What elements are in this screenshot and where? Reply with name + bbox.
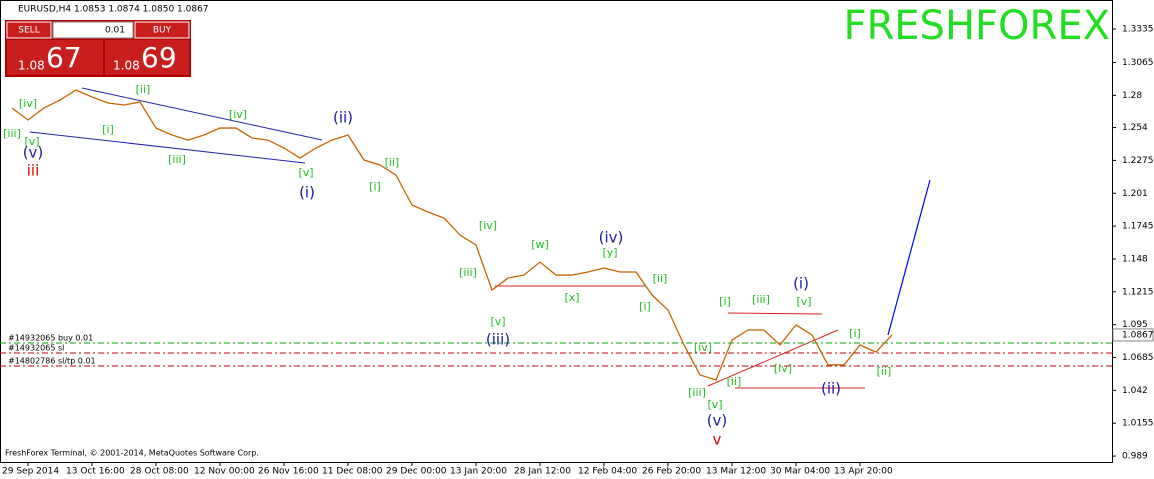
y-tick-label: 1.28 — [1122, 91, 1142, 101]
current-price-label: 1.0867 — [1122, 330, 1154, 340]
sell-button[interactable] — [6, 21, 52, 39]
x-tick-label: 13 Jan 20:00 — [450, 467, 507, 477]
y-tick-label: 1.2275 — [1122, 156, 1154, 166]
x-tick-label: 13 Apr 20:00 — [834, 467, 893, 477]
wave-label: [v] — [298, 166, 313, 179]
x-tick-label: 12 Feb 04:00 — [578, 467, 637, 477]
y-tick-label: 1.254 — [1122, 123, 1148, 133]
y-tick-label: 1.1215 — [1122, 287, 1154, 297]
buy-button[interactable] — [134, 21, 190, 39]
wave-label: [v] — [490, 315, 505, 328]
wave-label: [ii] — [727, 375, 742, 388]
wave-label: [v] — [24, 135, 39, 148]
bid-prefix: 1.08 — [18, 59, 45, 73]
symbol-header: EURUSD,H4 1.0853 1.0874 1.0850 1.0867 — [18, 5, 209, 15]
y-tick-label: 0.989 — [1122, 452, 1148, 462]
x-tick-label: 29 Sep 2014 — [2, 467, 59, 477]
y-tick-label: 1.148 — [1122, 254, 1148, 264]
wave-label: [v] — [796, 295, 811, 308]
wave-label: [iii] — [168, 153, 186, 166]
wave-label: [iii] — [688, 386, 706, 399]
trend-lines — [29, 87, 865, 389]
y-tick-label: 1.1745 — [1122, 222, 1154, 232]
lot-input[interactable] — [52, 21, 134, 39]
order-label: #14932065 buy 0.01 — [8, 333, 93, 342]
wave-label: [y] — [602, 246, 617, 259]
x-tick-label: 28 Jan 12:00 — [514, 467, 571, 477]
ask-prefix: 1.08 — [113, 59, 140, 73]
projection-line — [887, 179, 931, 336]
order-label: #14802786 sl/tp 0.01 — [8, 357, 96, 366]
x-tick-label: 12 Nov 00:00 — [194, 467, 255, 477]
wedge-line — [707, 329, 839, 387]
wave-label: [iii] — [459, 266, 477, 279]
buy-label: BUY — [153, 26, 172, 36]
channel-upper — [81, 87, 323, 141]
resistance-line — [727, 312, 823, 315]
watermark: FRESHFOREX — [843, 3, 1110, 49]
wave-label: (i) — [793, 275, 809, 293]
order-label: #14932065 sl — [8, 344, 64, 353]
x-tick-label: 13 Mar 12:00 — [706, 467, 766, 477]
wave-label: [i] — [639, 300, 651, 313]
wave-label: [iv] — [19, 97, 37, 110]
wave-label: [ii] — [877, 365, 892, 378]
wave-label: [i] — [369, 180, 381, 193]
lot-value: 0.01 — [105, 26, 125, 36]
current-price-box — [1112, 328, 1154, 342]
y-tick-label: 1.3335 — [1122, 25, 1154, 35]
x-tick-label: 11 Dec 08:00 — [322, 467, 383, 477]
y-tick-label: 1.201 — [1122, 189, 1148, 199]
footer: FreshForex Terminal, © 2001-2014, MetaQu… — [5, 449, 259, 458]
wave-label: [x] — [564, 291, 579, 304]
y-tick-label: 1.095 — [1122, 320, 1148, 330]
x-tick-label: 13 Oct 16:00 — [66, 467, 125, 477]
wave-label: [iv] — [479, 219, 497, 232]
price-line — [11, 89, 893, 381]
trade-panel: SELL 0.01 BUY 1.08 67 1.08 69 — [5, 20, 191, 77]
y-tick-label: 1.3065 — [1122, 58, 1154, 68]
y-tick-label: 1.042 — [1122, 386, 1148, 396]
wave-label: [w] — [531, 238, 549, 251]
wave-label: (ii) — [333, 109, 353, 127]
y-tick-label: 1.0685 — [1122, 353, 1154, 363]
wave-label: [ii] — [653, 272, 668, 285]
wave-label: (v) — [23, 144, 44, 162]
x-tick-label: 28 Oct 08:00 — [130, 467, 189, 477]
channel-lower — [29, 131, 306, 164]
wave-label: [iv] — [774, 362, 792, 375]
wave-label: v — [713, 431, 722, 449]
bid-value: 67 — [46, 41, 82, 74]
ask-box[interactable] — [105, 40, 189, 75]
wave-label: (i) — [299, 184, 315, 202]
sell-label: SELL — [18, 26, 39, 36]
wave-label: [ii] — [385, 156, 400, 169]
wave-label: (iii) — [486, 331, 510, 349]
wave-label: [i] — [719, 295, 731, 308]
wave-label: [iii] — [3, 127, 21, 140]
wave-label: [iv] — [694, 341, 712, 354]
wave-label: [iii] — [752, 293, 770, 306]
bid-box[interactable] — [7, 40, 103, 75]
x-tick-label: 26 Nov 16:00 — [258, 467, 319, 477]
x-tick-label: 30 Mar 04:00 — [770, 467, 830, 477]
wave-label: [v] — [707, 398, 722, 411]
x-tick-label: 29 Dec 00:00 — [386, 467, 447, 477]
wave-label: [i] — [102, 123, 114, 136]
ask-value: 69 — [141, 41, 177, 74]
x-tick-label: 26 Feb 20:00 — [642, 467, 701, 477]
y-tick-label: 1.0155 — [1122, 419, 1154, 429]
wave-label: (ii) — [821, 380, 841, 398]
wave-label: [ii] — [136, 83, 151, 96]
wave-label: [i] — [849, 327, 861, 340]
plot-frame — [0, 0, 1113, 463]
wave-label: iii — [27, 162, 40, 180]
wave-label: [iv] — [229, 108, 247, 121]
wave-label: (iv) — [599, 229, 624, 247]
wave-label: (v) — [707, 412, 728, 430]
